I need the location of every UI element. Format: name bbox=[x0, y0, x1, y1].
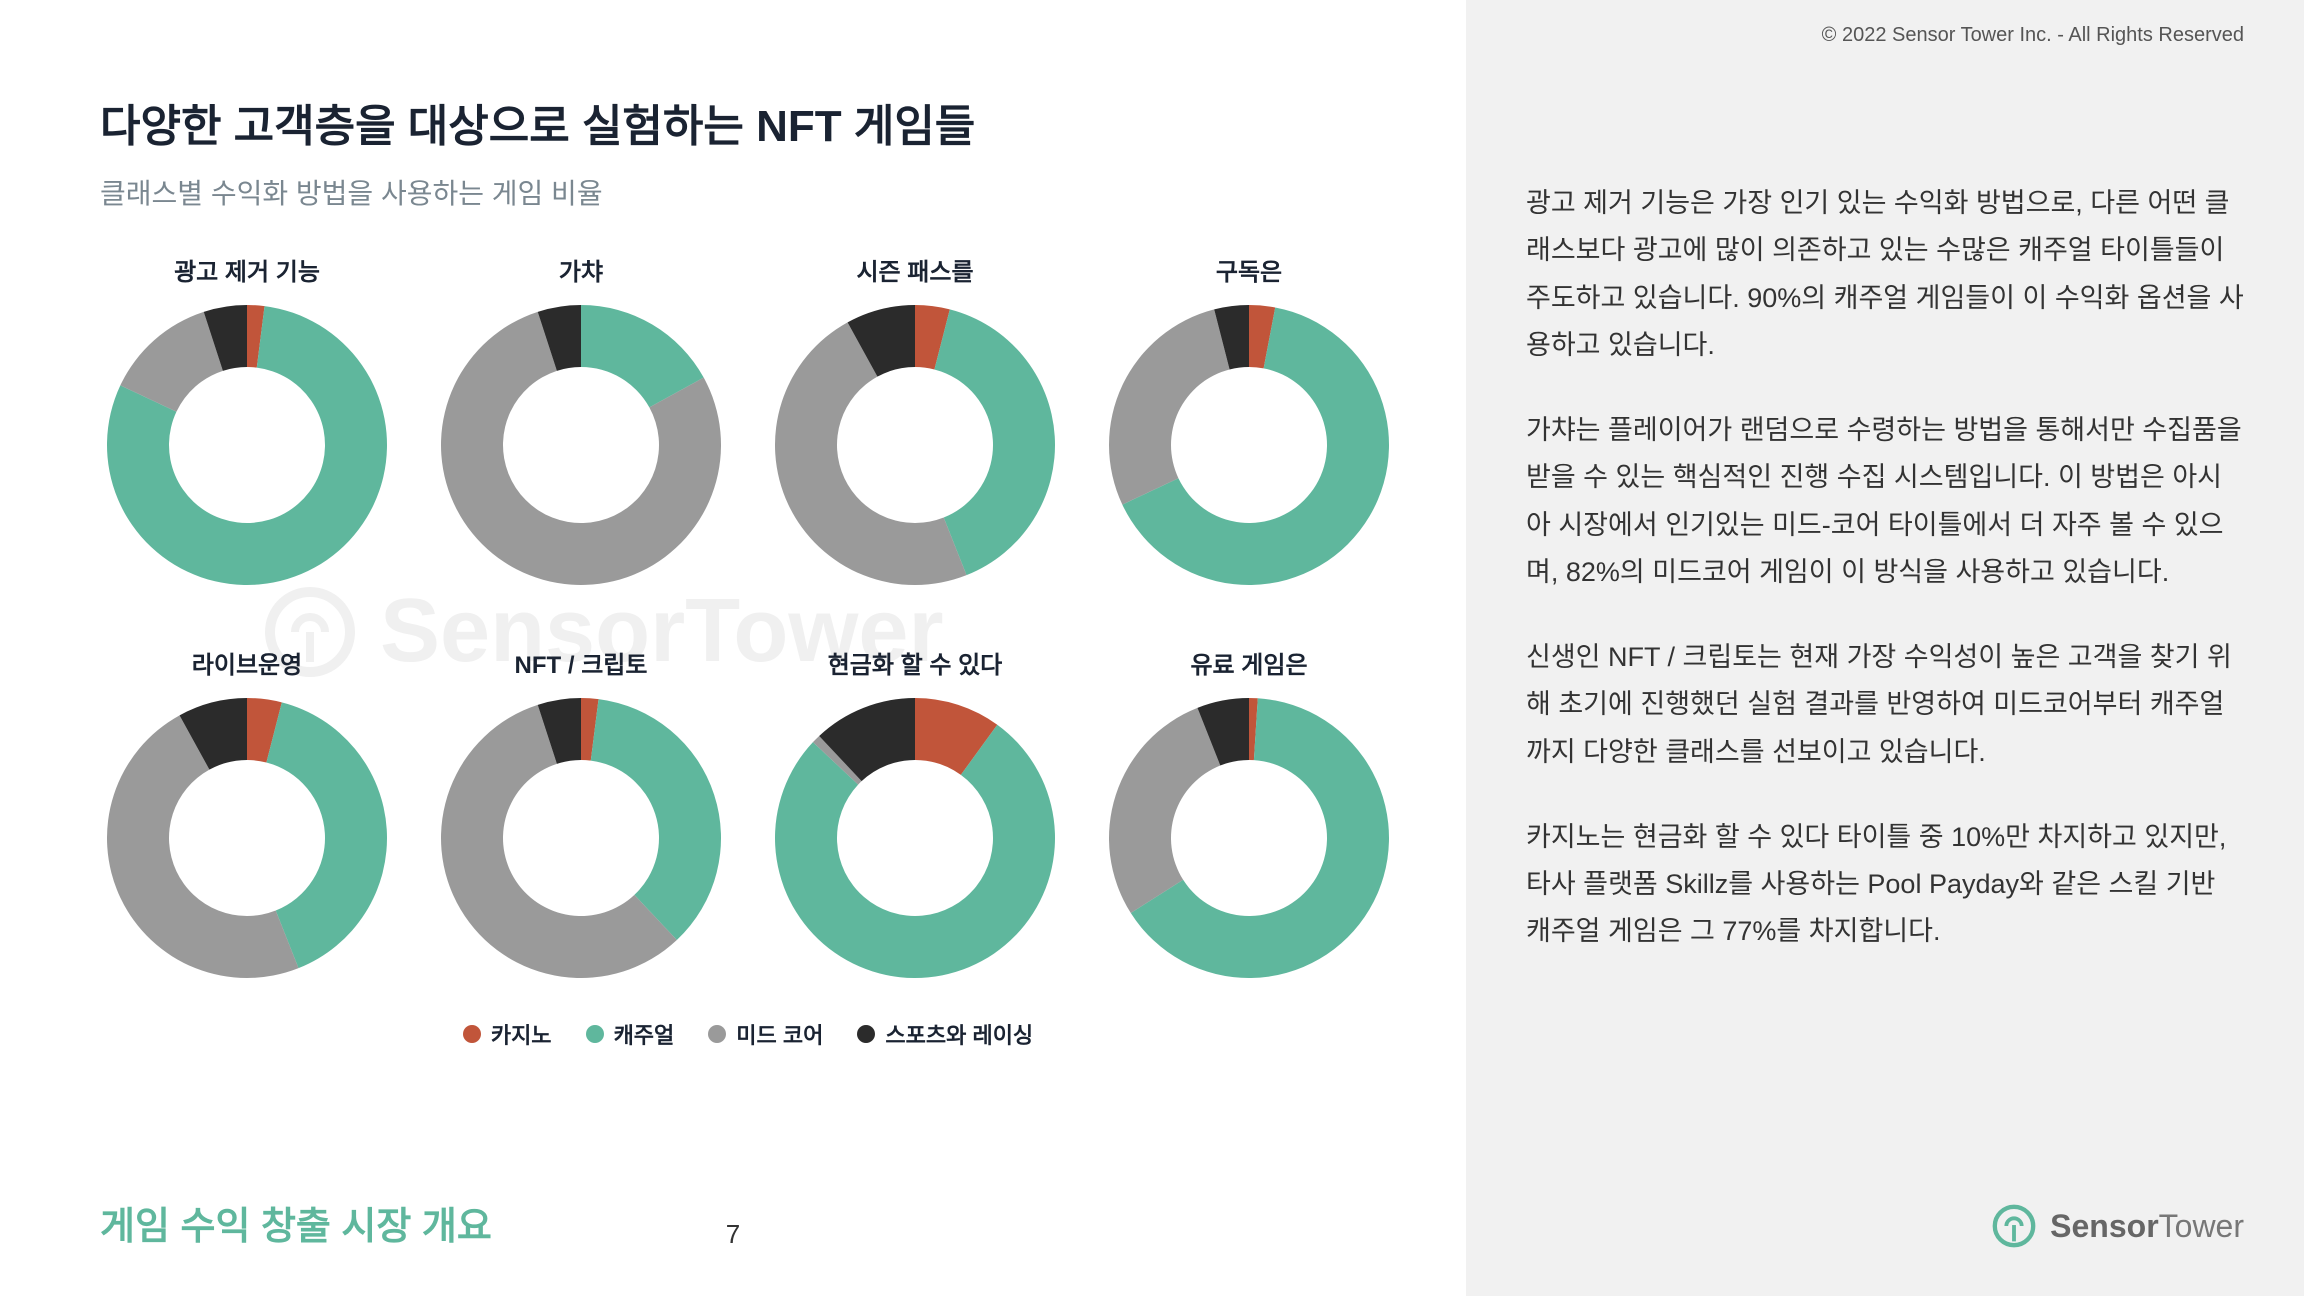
legend-label: 스포츠와 레이싱 bbox=[885, 1018, 1033, 1050]
side-paragraph: 가챠는 플레이어가 랜덤으로 수령하는 방법을 통해서만 수집품을 받을 수 있… bbox=[1526, 407, 2244, 596]
legend-dot bbox=[708, 1025, 726, 1043]
side-paragraph: 광고 제거 기능은 가장 인기 있는 수익화 방법으로, 다른 어떤 클래스보다… bbox=[1526, 180, 2244, 369]
donut-chart bbox=[775, 698, 1055, 978]
legend-label: 카지노 bbox=[491, 1018, 552, 1050]
legend-item: 캐주얼 bbox=[586, 1018, 675, 1050]
chart-label: 광고 제거 기능 bbox=[174, 252, 320, 287]
legend-dot bbox=[857, 1025, 875, 1043]
chart-label: 라이브운영 bbox=[192, 645, 302, 680]
page-title: 다양한 고객층을 대상으로 실험하는 NFT 게임들 bbox=[100, 90, 1396, 154]
donut-slice-casual bbox=[934, 309, 1055, 575]
charts-grid: 광고 제거 기능 가챠 시즌 패스를 구독은라이브운영 NFT / 크립토 현금화 할 수… bbox=[100, 252, 1396, 978]
legend-item: 미드 코어 bbox=[708, 1018, 823, 1050]
chart-label: 구독은 bbox=[1216, 252, 1282, 287]
chart-label: 현금화 할 수 있다 bbox=[828, 645, 1003, 680]
main-panel: 다양한 고객층을 대상으로 실험하는 NFT 게임들 클래스별 수익화 방법을 … bbox=[0, 0, 1466, 1296]
chart-cell: 현금화 할 수 있다 bbox=[768, 645, 1062, 978]
chart-cell: 유료 게임은 bbox=[1102, 645, 1396, 978]
donut-chart bbox=[1109, 305, 1389, 585]
copyright: © 2022 Sensor Tower Inc. - All Rights Re… bbox=[1822, 24, 2244, 47]
donut-chart bbox=[441, 698, 721, 978]
side-text: 광고 제거 기능은 가장 인기 있는 수익화 방법으로, 다른 어떤 클래스보다… bbox=[1526, 180, 2244, 956]
donut-slice-casual bbox=[775, 725, 1055, 978]
chart-cell: NFT / 크립토 bbox=[434, 645, 728, 978]
side-panel: © 2022 Sensor Tower Inc. - All Rights Re… bbox=[1466, 0, 2304, 1296]
logo: SensorTower bbox=[1990, 1202, 2244, 1250]
donut-chart bbox=[441, 305, 721, 585]
donut-chart bbox=[775, 305, 1055, 585]
chart-cell: 가챠 bbox=[434, 252, 728, 585]
side-paragraph: 카지노는 현금화 할 수 있다 타이틀 중 10%만 차지하고 있지만, 타사 … bbox=[1526, 814, 2244, 956]
chart-label: 가챠 bbox=[559, 252, 603, 287]
legend-label: 미드 코어 bbox=[736, 1018, 823, 1050]
chart-cell: 광고 제거 기능 bbox=[100, 252, 394, 585]
donut-slice-midcore bbox=[1109, 708, 1220, 913]
chart-cell: 시즌 패스를 bbox=[768, 252, 1062, 585]
chart-label: 시즌 패스를 bbox=[856, 252, 973, 287]
legend: 카지노 캐주얼 미드 코어 스포츠와 레이싱 bbox=[100, 1018, 1396, 1050]
legend-dot bbox=[463, 1025, 481, 1043]
legend-item: 스포츠와 레이싱 bbox=[857, 1018, 1033, 1050]
footer-title: 게임 수익 창출 시장 개요 bbox=[100, 1195, 492, 1250]
logo-text: SensorTower bbox=[2050, 1208, 2244, 1245]
chart-cell: 라이브운영 bbox=[100, 645, 394, 978]
donut-slice-casual bbox=[591, 699, 721, 940]
legend-label: 캐주얼 bbox=[614, 1018, 675, 1050]
page-number: 7 bbox=[726, 1219, 740, 1250]
logo-icon bbox=[1990, 1202, 2038, 1250]
legend-dot bbox=[586, 1025, 604, 1043]
donut-chart bbox=[1109, 698, 1389, 978]
chart-label: NFT / 크립토 bbox=[515, 645, 648, 680]
donut-slice-casual bbox=[266, 702, 387, 968]
side-paragraph: 신생인 NFT / 크립토는 현재 가장 수익성이 높은 고객을 찾기 위해 초… bbox=[1526, 634, 2244, 776]
chart-label: 유료 게임은 bbox=[1190, 645, 1307, 680]
donut-chart bbox=[107, 305, 387, 585]
legend-item: 카지노 bbox=[463, 1018, 552, 1050]
page-subtitle: 클래스별 수익화 방법을 사용하는 게임 비율 bbox=[100, 172, 1396, 212]
donut-chart bbox=[107, 698, 387, 978]
donut-slice-midcore bbox=[1109, 309, 1230, 504]
chart-cell: 구독은 bbox=[1102, 252, 1396, 585]
